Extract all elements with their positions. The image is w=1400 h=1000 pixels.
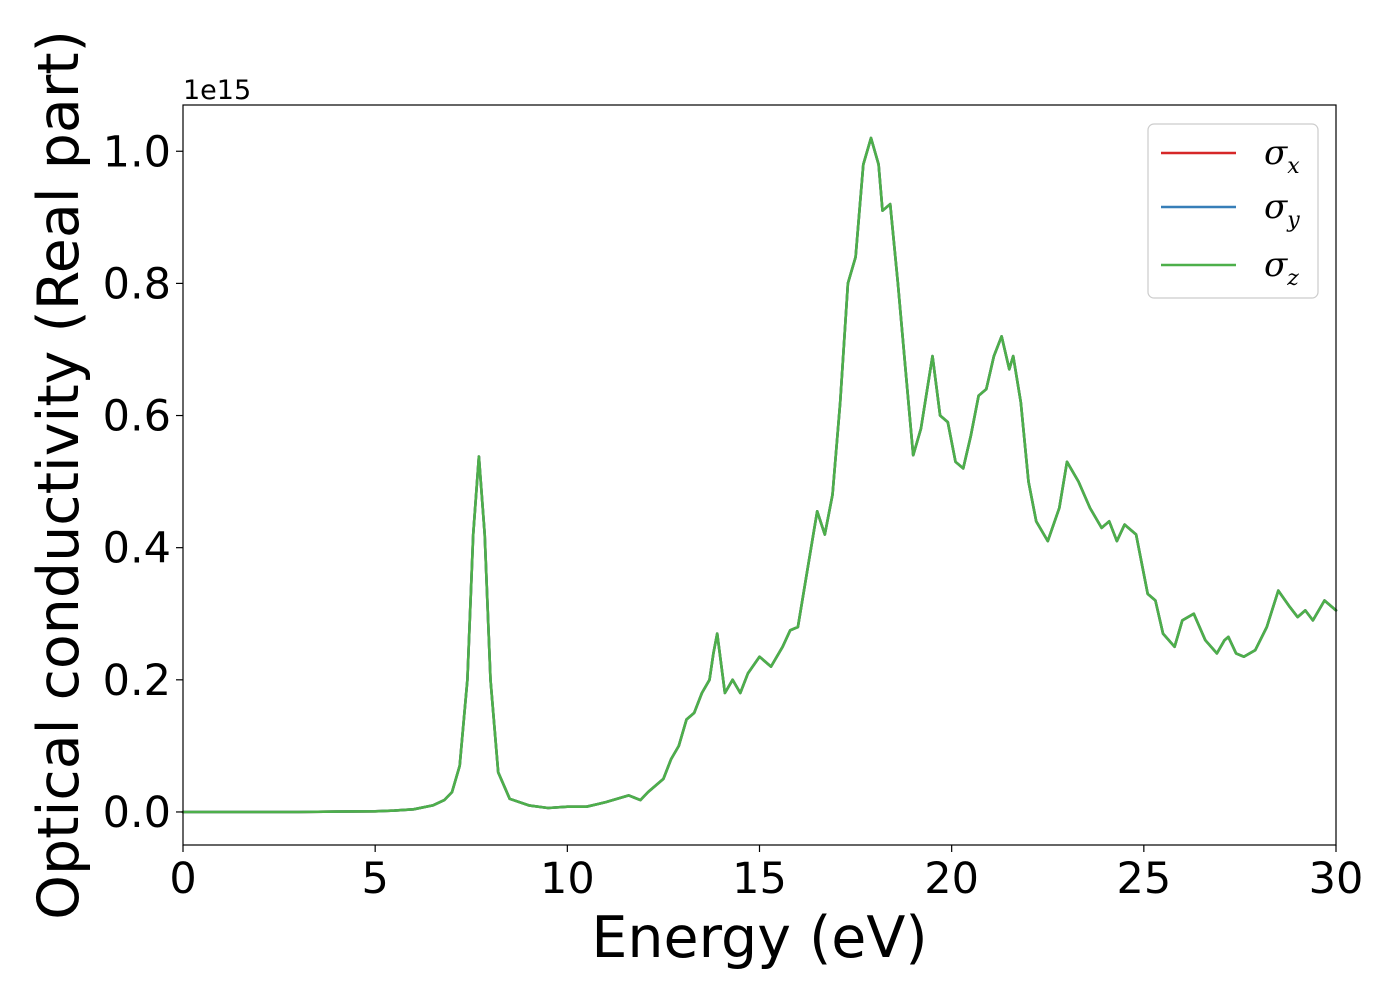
y-tick-label: 0.6 — [103, 392, 171, 442]
x-axis-ticks: 0 5 10 15 20 25 30 — [169, 845, 1363, 904]
y-tick-label: 0.2 — [103, 656, 171, 706]
x-tick-label: 10 — [540, 854, 595, 904]
legend-label-sigma-x: σx — [1264, 133, 1300, 179]
x-axis-title: Energy (eV) — [591, 905, 927, 971]
x-tick-label: 15 — [732, 854, 787, 904]
y-axis-title: Optical conductivity (Real part) — [26, 30, 92, 920]
series-layer — [181, 136, 1338, 814]
y-offset-text: 1e15 — [183, 75, 251, 106]
y-tick-label: 0.0 — [103, 788, 171, 838]
legend-label-sigma-y: σy — [1264, 187, 1300, 233]
x-tick-label: 25 — [1116, 854, 1171, 904]
legend-label-sigma-z: σz — [1264, 245, 1299, 291]
x-tick-label: 20 — [924, 854, 979, 904]
legend-box — [1147, 123, 1319, 299]
x-tick-label: 0 — [169, 854, 196, 904]
y-axis-ticks: 0.0 0.2 0.4 0.6 0.8 1.0 — [103, 127, 183, 838]
x-tick-label: 5 — [361, 854, 388, 904]
series-line-sigma-z — [181, 136, 1338, 814]
y-tick-label: 1.0 — [103, 127, 171, 177]
y-tick-label: 0.4 — [103, 524, 171, 574]
x-tick-label: 30 — [1309, 854, 1364, 904]
legend: σx σy σz — [1147, 123, 1319, 299]
y-tick-label: 0.8 — [103, 259, 171, 309]
